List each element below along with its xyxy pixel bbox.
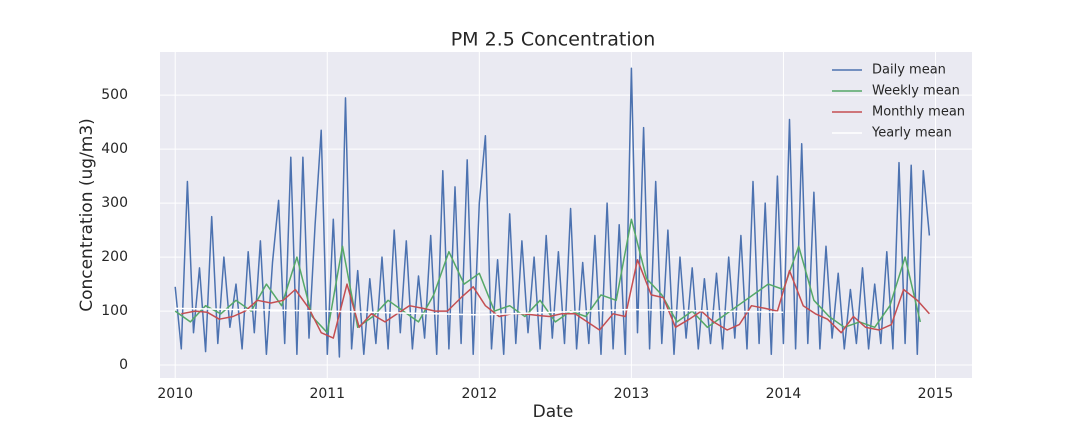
y-tick-label: 300: [101, 195, 128, 211]
x-tick-label: 2012: [462, 386, 498, 402]
y-tick-label: 0: [119, 357, 128, 373]
series-line: [174, 67, 931, 358]
legend-label: Weekly mean: [872, 84, 960, 99]
x-tick-label: 2013: [614, 386, 650, 402]
x-tick-label: 2014: [766, 386, 802, 402]
x-tick-label: 2010: [157, 386, 193, 402]
y-tick-label: 400: [101, 141, 128, 157]
y-tick-label: 200: [101, 249, 128, 265]
legend-label: Monthly mean: [872, 105, 965, 120]
y-tick-label: 100: [101, 303, 128, 319]
legend-label: Yearly mean: [871, 126, 952, 141]
x-tick-label: 2011: [309, 386, 345, 402]
y-tick-label: 500: [101, 87, 128, 103]
series-line: [174, 218, 922, 334]
legend: Daily mean Weekly mean Monthly mean Yearly …: [832, 63, 965, 141]
x-axis-label: Date: [533, 402, 574, 422]
x-tick-label: 2015: [918, 386, 954, 402]
chart-title: PM 2.5 Concentration: [451, 29, 656, 51]
legend-label: Daily mean: [872, 63, 946, 78]
lines: [174, 67, 931, 358]
y-axis-label: Concentration (ug/m3): [77, 118, 97, 312]
series-line: [175, 307, 784, 316]
plot-area: [160, 52, 972, 378]
series-line: [181, 259, 930, 339]
